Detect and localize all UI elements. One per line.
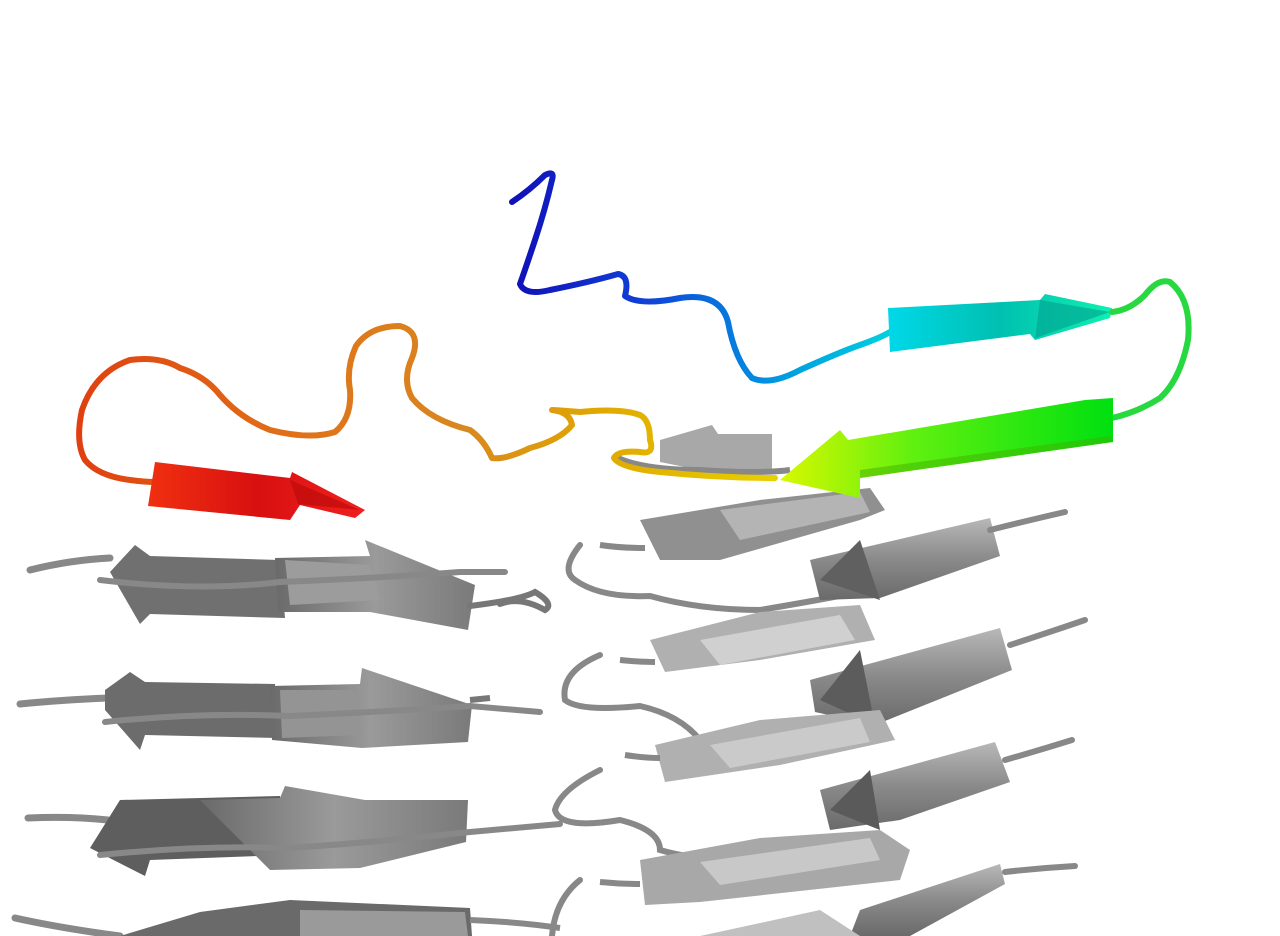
left-sheet-stack (11, 540, 563, 936)
left-strand-layer-2 (16, 668, 543, 750)
middle-loop (76, 323, 778, 485)
cyan-strand (888, 294, 1112, 352)
right-beta-solenoid (549, 425, 1088, 936)
n-terminal-coil (509, 170, 893, 384)
rainbow-chain (76, 170, 1192, 520)
hairpin-loop (1109, 278, 1192, 421)
left-strand-layer-1 (26, 540, 552, 630)
left-strand-layer-4 (11, 900, 561, 936)
c-terminal-strand (148, 462, 365, 520)
left-strand-layer-3 (24, 786, 563, 876)
